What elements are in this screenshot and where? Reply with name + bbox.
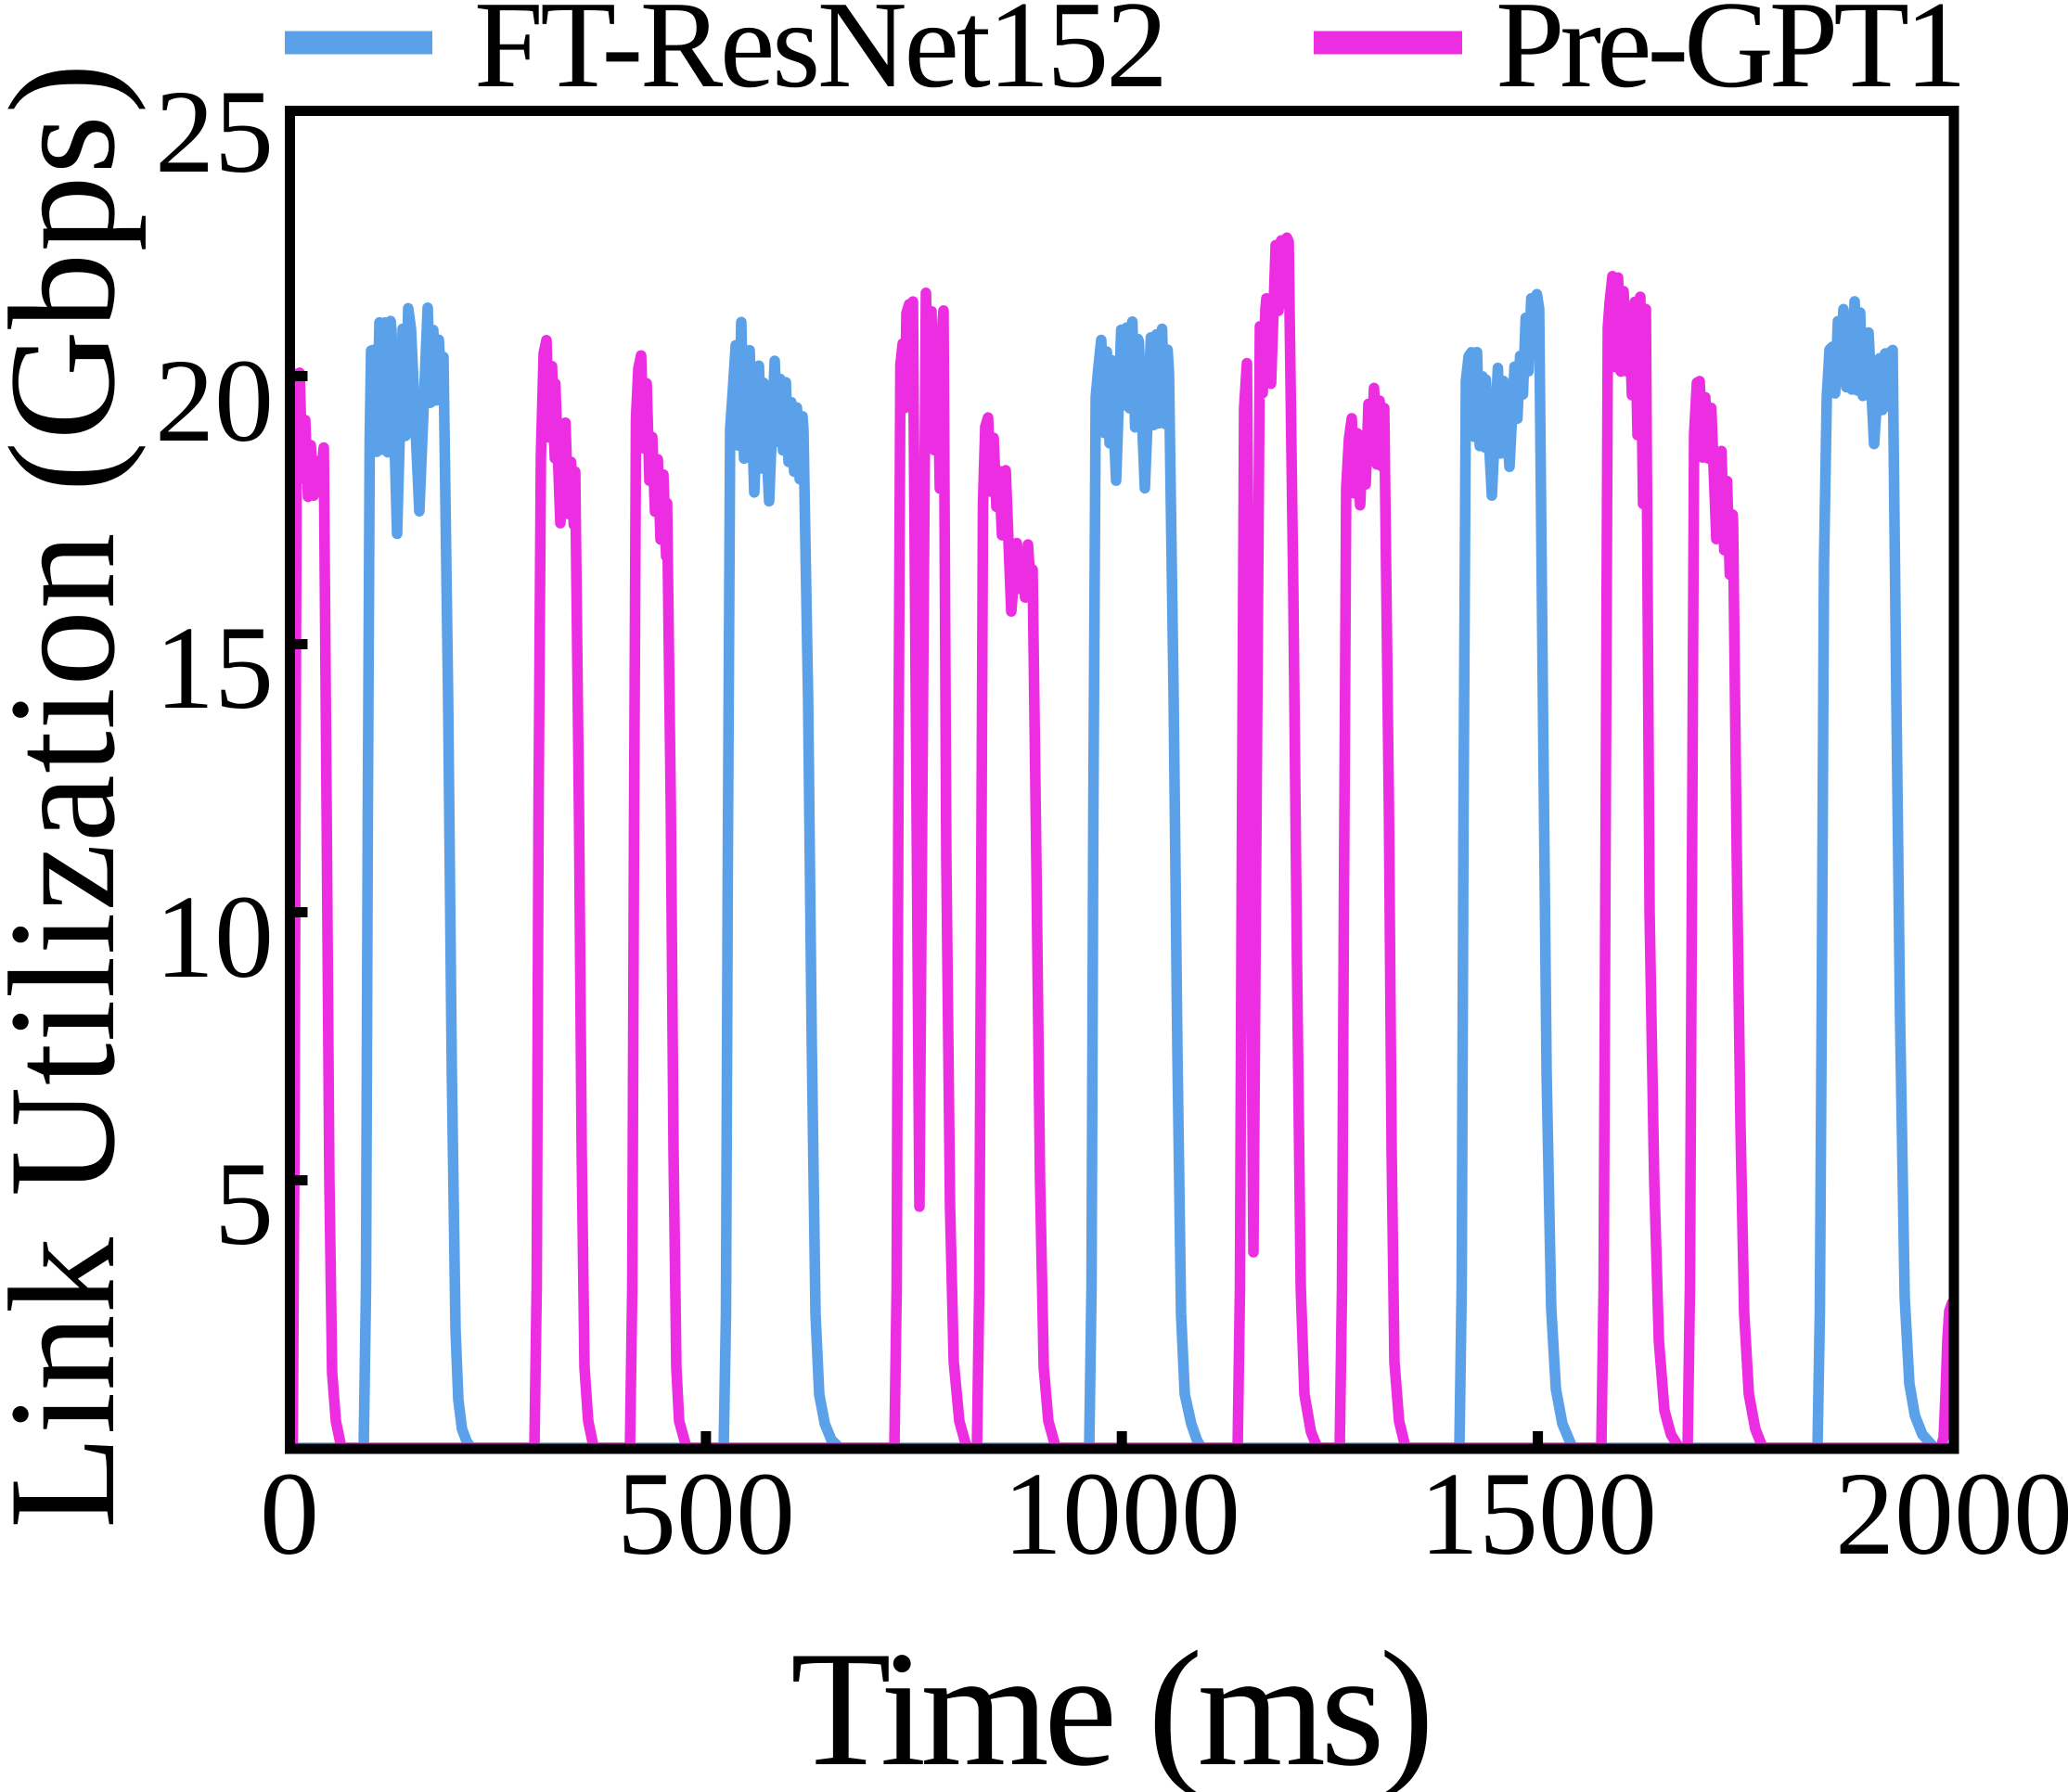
svg-text:500: 500: [617, 1448, 795, 1580]
svg-text:20: 20: [155, 335, 274, 467]
svg-text:1000: 1000: [1003, 1448, 1240, 1580]
svg-text:Time (ms): Time (ms): [790, 1617, 1434, 1792]
svg-text:0: 0: [260, 1448, 319, 1580]
svg-text:1500: 1500: [1419, 1448, 1657, 1580]
svg-text:FT-ResNet152: FT-ResNet152: [474, 0, 1168, 113]
svg-text:25: 25: [155, 66, 274, 198]
svg-text:Pre-GPT1: Pre-GPT1: [1496, 0, 1967, 113]
svg-text:5: 5: [214, 1138, 274, 1270]
svg-text:10: 10: [155, 871, 274, 1003]
svg-text:Link Utilization (Gbps): Link Utilization (Gbps): [0, 63, 147, 1529]
svg-text:2000: 2000: [1835, 1448, 2068, 1580]
svg-text:15: 15: [155, 602, 274, 734]
